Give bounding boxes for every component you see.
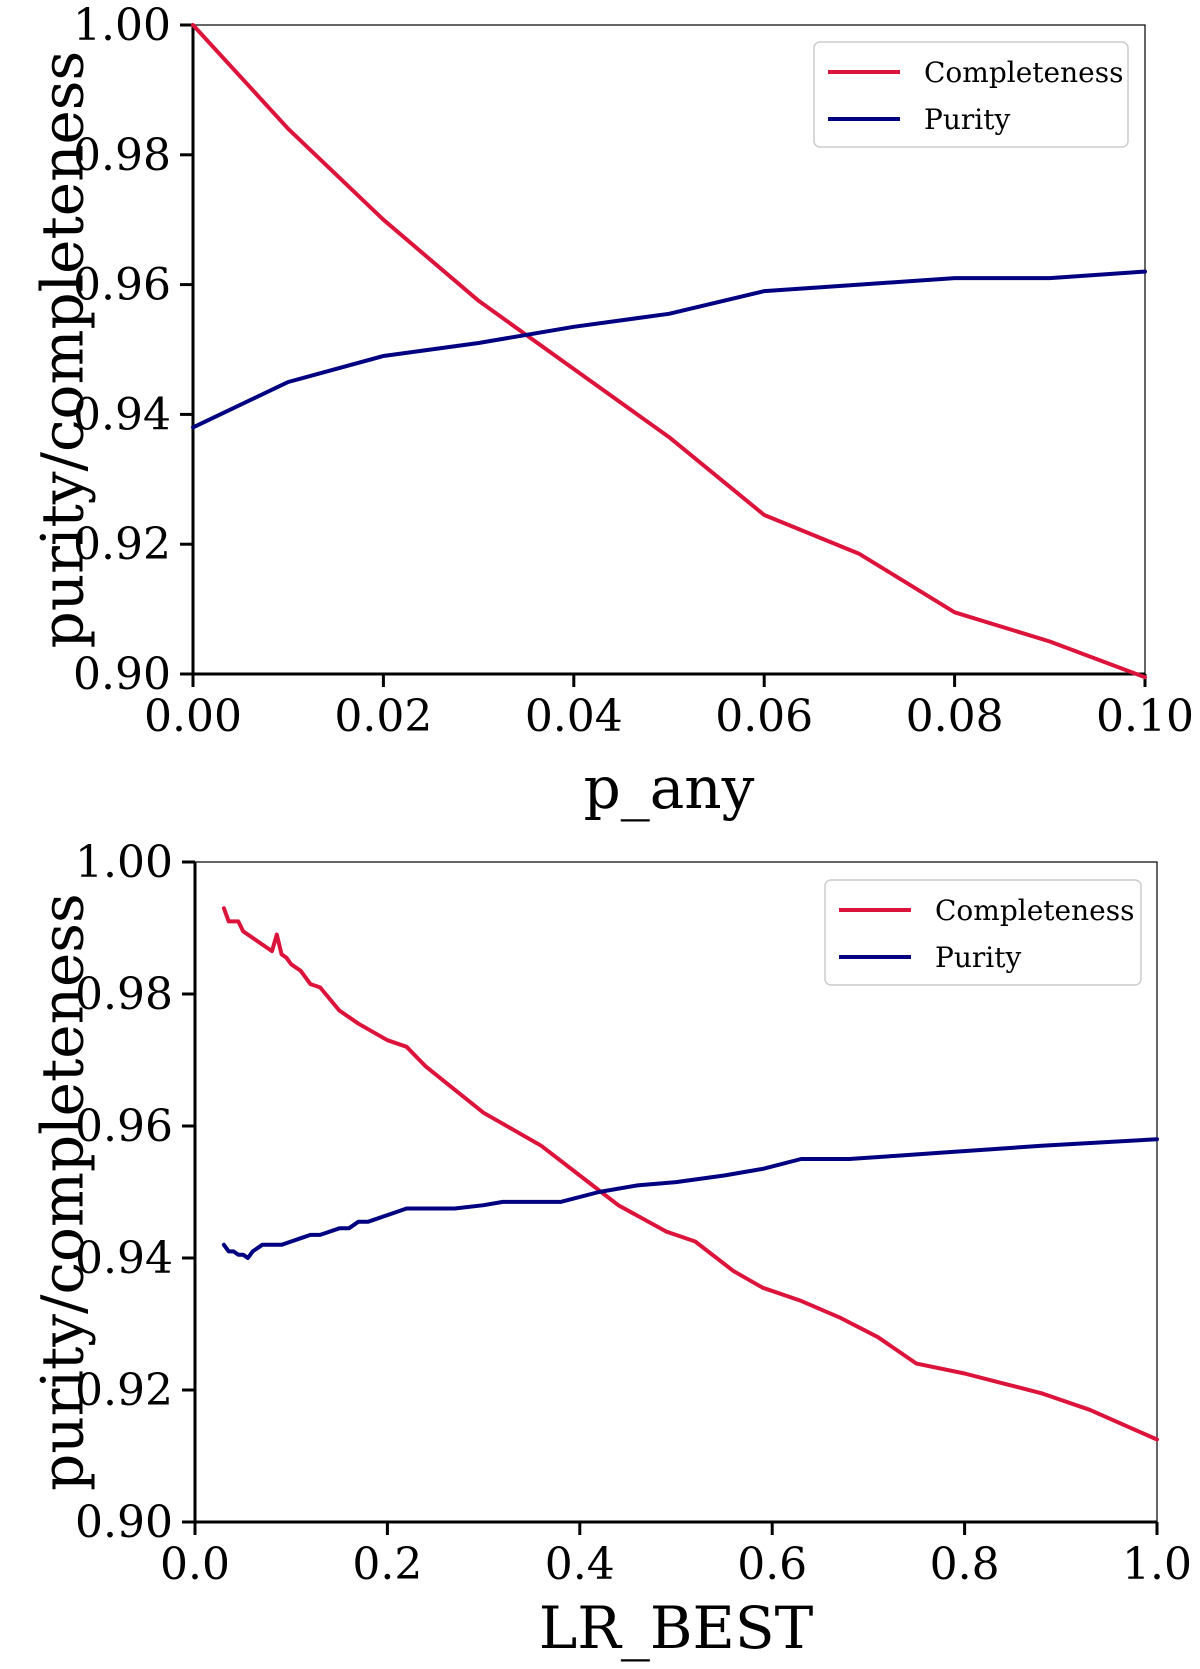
y-tick-label: 0.98	[73, 130, 171, 181]
legend-label-purity: Purity	[924, 103, 1010, 136]
chart-lr-best: 0.0 0.2 0.4 0.6 0.8 1.0 0.90 0.92 0.94 0.96 0.98 1.…	[28, 837, 1192, 1662]
x-tick-label: 0.04	[525, 691, 623, 742]
legend: Completeness Purity	[824, 879, 1142, 986]
legend-label-purity: Purity	[935, 941, 1021, 974]
y-axis-title: purity/completeness	[28, 51, 96, 649]
y-tick-label: 0.90	[73, 649, 171, 700]
x-tick-label: 0.08	[906, 691, 1004, 742]
y-tick-label: 0.98	[75, 969, 173, 1020]
y-tick-label: 0.96	[75, 1101, 173, 1152]
y-tick-label: 0.94	[75, 1233, 173, 1284]
y-tick-label: 0.96	[73, 260, 171, 311]
x-axis-title: p_any	[584, 754, 755, 822]
x-tick-label: 0.8	[930, 1539, 1000, 1590]
legend-label-completeness: Completeness	[935, 894, 1134, 927]
y-tick-label: 0.90	[75, 1497, 173, 1548]
chart-p-any: 0.00 0.02 0.04 0.06 0.08 0.10 0.90 0.92 0.94 0.96…	[28, 0, 1194, 822]
y-tick-label: 0.92	[75, 1365, 173, 1416]
x-tick-label: 0.4	[545, 1539, 615, 1590]
x-tick-label: 0.0	[160, 1539, 230, 1590]
legend-label-completeness: Completeness	[924, 56, 1123, 89]
y-tick-label: 1.00	[73, 0, 171, 51]
series-line-purity	[221, 1137, 1159, 1260]
series-line-completeness	[191, 23, 1147, 680]
x-tick-label: 0.06	[715, 691, 813, 742]
legend: Completeness Purity	[813, 41, 1129, 148]
x-axis-title: LR_BEST	[539, 1594, 814, 1662]
x-tick-label: 0.00	[144, 691, 242, 742]
series-line-completeness	[221, 906, 1159, 1442]
x-tick-label: 1.0	[1122, 1539, 1192, 1590]
x-tick-label: 0.02	[334, 691, 432, 742]
x-tick-label: 0.10	[1096, 691, 1194, 742]
series-line-purity	[191, 269, 1147, 430]
x-tick-label: 0.2	[352, 1539, 422, 1590]
y-tick-label: 0.92	[73, 519, 171, 570]
y-tick-label: 0.94	[73, 389, 171, 440]
y-tick-label: 1.00	[75, 837, 173, 888]
y-axis-title: purity/completeness	[28, 893, 96, 1491]
x-tick-label: 0.6	[737, 1539, 807, 1590]
